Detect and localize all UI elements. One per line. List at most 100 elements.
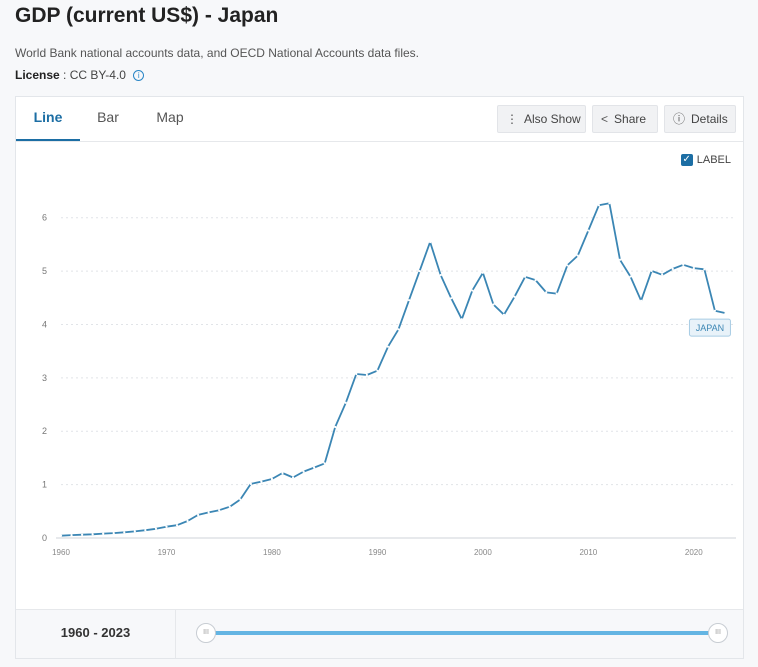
data-point — [59, 534, 63, 537]
y-tick-label: 3 — [42, 373, 47, 383]
series-end-label: JAPAN — [696, 323, 724, 333]
data-point — [661, 273, 664, 276]
data-point — [407, 299, 411, 302]
data-point — [576, 254, 579, 257]
data-point — [197, 513, 200, 517]
more-vertical-icon: ⋮ — [506, 112, 518, 126]
x-tick-label: 1990 — [369, 548, 387, 557]
data-point — [365, 373, 368, 377]
y-tick-label: 5 — [42, 266, 47, 276]
series-end-label-box — [688, 318, 731, 337]
data-point — [323, 462, 326, 465]
license-value: : CC BY-4.0 — [63, 68, 126, 82]
data-point — [144, 529, 147, 532]
data-point — [302, 470, 305, 473]
slider-handle-start[interactable]: III — [196, 623, 216, 643]
data-point — [587, 229, 590, 232]
data-point — [355, 372, 358, 376]
data-point — [502, 313, 506, 316]
chart-tabs: Line Bar Map ⋮ Also Show < Share ⓘ Details — [16, 97, 743, 142]
data-point — [703, 268, 706, 271]
data-point — [629, 275, 632, 278]
series-line — [60, 202, 726, 537]
data-point — [123, 531, 126, 534]
data-point — [450, 297, 453, 300]
license-label: License — [15, 68, 60, 82]
data-point — [218, 509, 221, 512]
line-chart: 0 1 2 3 4 5 6 1960 1970 1980 1990 2000 2010 2020 JAPAN — [42, 202, 736, 557]
data-point — [555, 292, 558, 295]
details-label: Details — [691, 112, 728, 126]
chart-card: Line Bar Map ⋮ Also Show < Share ⓘ Details … — [15, 96, 744, 659]
data-point — [460, 318, 463, 321]
data-point — [175, 524, 179, 527]
data-point — [260, 480, 263, 483]
data-point — [724, 311, 727, 315]
y-tick-label: 4 — [42, 319, 47, 329]
source-text: World Bank national accounts data, and O… — [15, 46, 420, 60]
license-row: License : CC BY-4.0 i — [15, 68, 145, 82]
data-point — [249, 482, 252, 485]
tab-line[interactable]: Line — [16, 97, 80, 141]
share-icon: < — [601, 112, 609, 126]
data-point — [112, 532, 115, 535]
data-point — [513, 295, 516, 298]
data-point — [523, 275, 527, 278]
info-icon[interactable]: i — [133, 70, 145, 82]
data-point — [334, 425, 337, 429]
label-toggle-text: LABEL — [696, 154, 731, 166]
data-point — [228, 505, 231, 508]
data-point — [471, 289, 474, 292]
data-point — [344, 401, 347, 404]
range-separator: - — [93, 625, 98, 640]
data-point — [439, 274, 442, 277]
share-label: Share — [614, 112, 647, 126]
data-point — [239, 498, 242, 501]
data-point — [671, 267, 674, 270]
also-show-button[interactable]: ⋮ Also Show — [497, 105, 586, 133]
data-point — [618, 258, 622, 261]
data-point — [418, 270, 421, 273]
data-point — [692, 267, 695, 270]
data-point — [186, 519, 189, 523]
data-point — [608, 202, 611, 205]
tab-map[interactable]: Map — [156, 109, 184, 125]
share-button[interactable]: < Share — [592, 105, 658, 133]
data-point — [650, 269, 653, 272]
x-tick-label: 2000 — [474, 548, 492, 557]
data-point — [102, 532, 105, 535]
x-tick-label: 1960 — [52, 548, 70, 557]
y-tick-label: 6 — [42, 213, 47, 223]
data-point — [713, 309, 717, 312]
data-point — [597, 204, 600, 207]
range-footer: 1960 - 2023 III III — [16, 609, 743, 658]
x-tick-label: 1980 — [263, 548, 281, 557]
x-tick-label: 2010 — [579, 548, 597, 557]
data-point — [534, 278, 537, 282]
tab-bar[interactable]: Bar — [97, 109, 119, 125]
y-tick-label: 0 — [42, 533, 47, 543]
data-point — [566, 264, 569, 267]
data-point — [386, 345, 390, 348]
details-button[interactable]: ⓘ Details — [664, 105, 736, 133]
data-point — [291, 476, 295, 479]
data-point — [682, 263, 685, 266]
data-point — [80, 533, 84, 536]
y-tick-label: 1 — [42, 480, 47, 490]
checkbox-checked-icon[interactable]: ✓ — [680, 154, 693, 166]
range-label: 1960 - 2023 — [16, 610, 176, 658]
data-point — [154, 527, 158, 530]
label-toggle[interactable]: ✓ LABEL — [680, 154, 731, 166]
data-point — [281, 471, 284, 475]
data-point — [91, 533, 94, 536]
slider-handle-end[interactable]: III — [708, 623, 728, 643]
data-point — [270, 477, 274, 481]
year-range-slider[interactable] — [211, 631, 721, 635]
y-tick-label: 2 — [42, 426, 47, 436]
range-end: 2023 — [101, 625, 131, 640]
data-point — [429, 240, 432, 244]
page-title: GDP (current US$) - Japan — [15, 4, 279, 27]
also-show-label: Also Show — [524, 112, 581, 126]
data-point — [313, 466, 316, 469]
data-point — [70, 534, 73, 537]
